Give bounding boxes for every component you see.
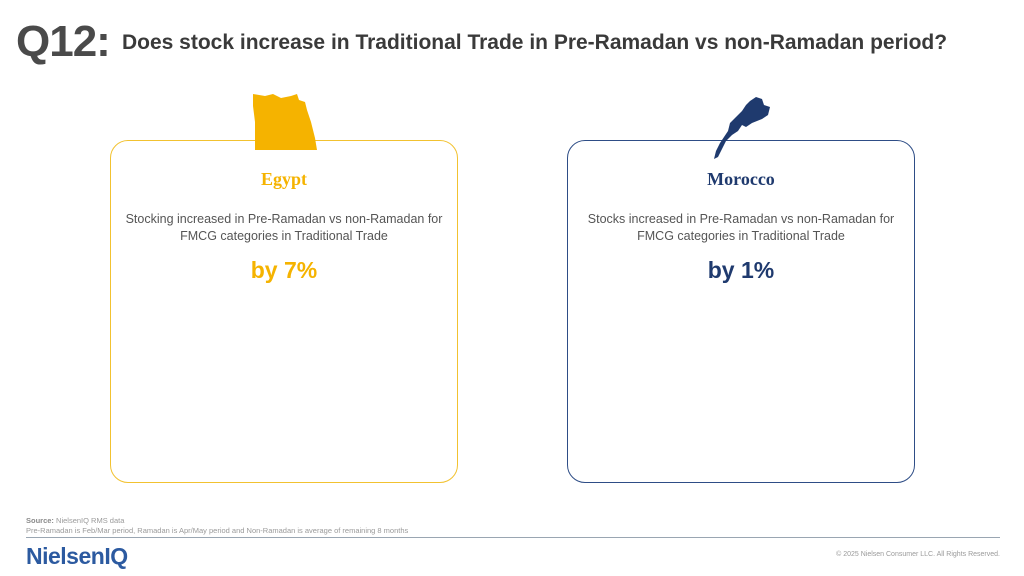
source-note: Source: NielsenIQ RMS data Pre-Ramadan i…: [26, 516, 408, 536]
copyright-text: © 2025 Nielsen Consumer LLC. All Rights …: [836, 551, 1000, 558]
card-description: Stocking increased in Pre-Ramadan vs non…: [125, 212, 443, 243]
country-name: Egypt: [260, 169, 307, 189]
egypt-map-icon: [253, 94, 317, 150]
question-number: Q12:: [16, 17, 111, 66]
stock-increase-value: by 7%: [250, 257, 318, 283]
period-definition-note: Pre-Ramadan is Feb/Mar period, Ramadan i…: [26, 526, 409, 535]
card-description: Stocks increased in Pre-Ramadan vs non-R…: [587, 212, 895, 243]
stock-increase-value: by 1%: [707, 257, 775, 283]
source-label: Source:: [26, 516, 54, 525]
egypt-card: Egypt Stocking increased in Pre-Ramadan …: [110, 140, 458, 483]
page-title: Does stock increase in Traditional Trade…: [122, 31, 948, 54]
morocco-card: Morocco Stocks increased in Pre-Ramadan …: [567, 140, 915, 483]
morocco-map-icon: [714, 97, 770, 159]
source-text: NielsenIQ RMS data: [53, 516, 125, 525]
nielseniq-logo: NielsenIQ: [26, 543, 128, 569]
footer-divider: [26, 537, 1000, 538]
country-name: Morocco: [707, 169, 775, 189]
